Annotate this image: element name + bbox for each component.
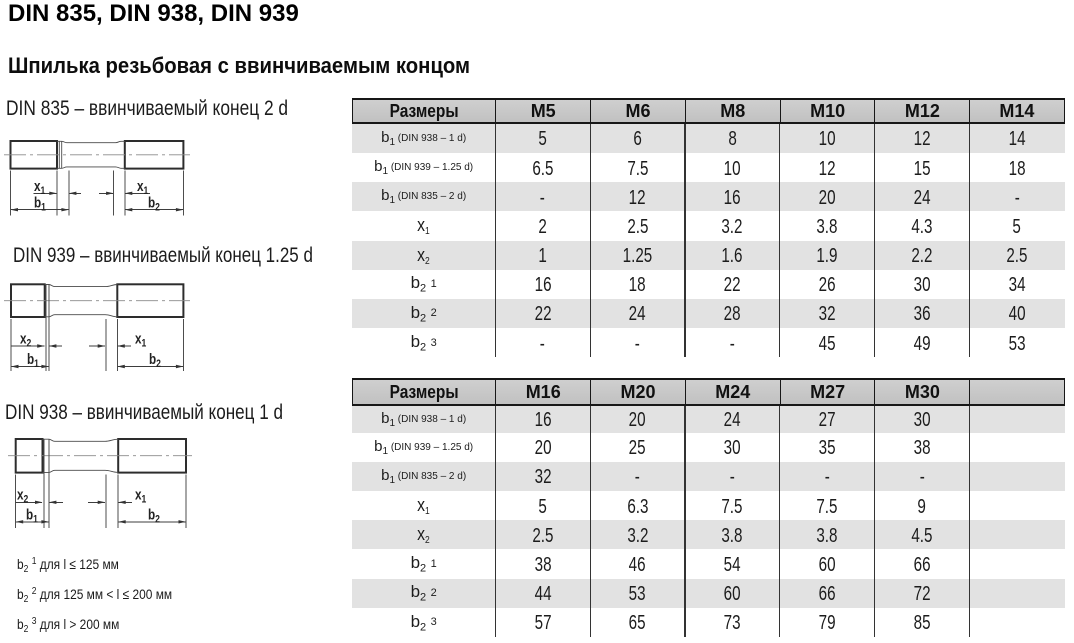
svg-text:b1: b1 [27, 351, 39, 371]
svg-text:x1: x1 [135, 330, 147, 350]
svg-text:b2: b2 [148, 194, 160, 214]
svg-text:x2: x2 [17, 486, 29, 506]
svg-text:b2: b2 [149, 351, 161, 371]
svg-text:x2: x2 [20, 330, 32, 350]
svg-text:b1: b1 [26, 506, 38, 526]
svg-text:x1: x1 [135, 486, 147, 506]
svg-text:x1: x1 [137, 178, 149, 198]
svg-text:b2: b2 [148, 506, 160, 526]
svg-text:x1: x1 [34, 178, 46, 198]
